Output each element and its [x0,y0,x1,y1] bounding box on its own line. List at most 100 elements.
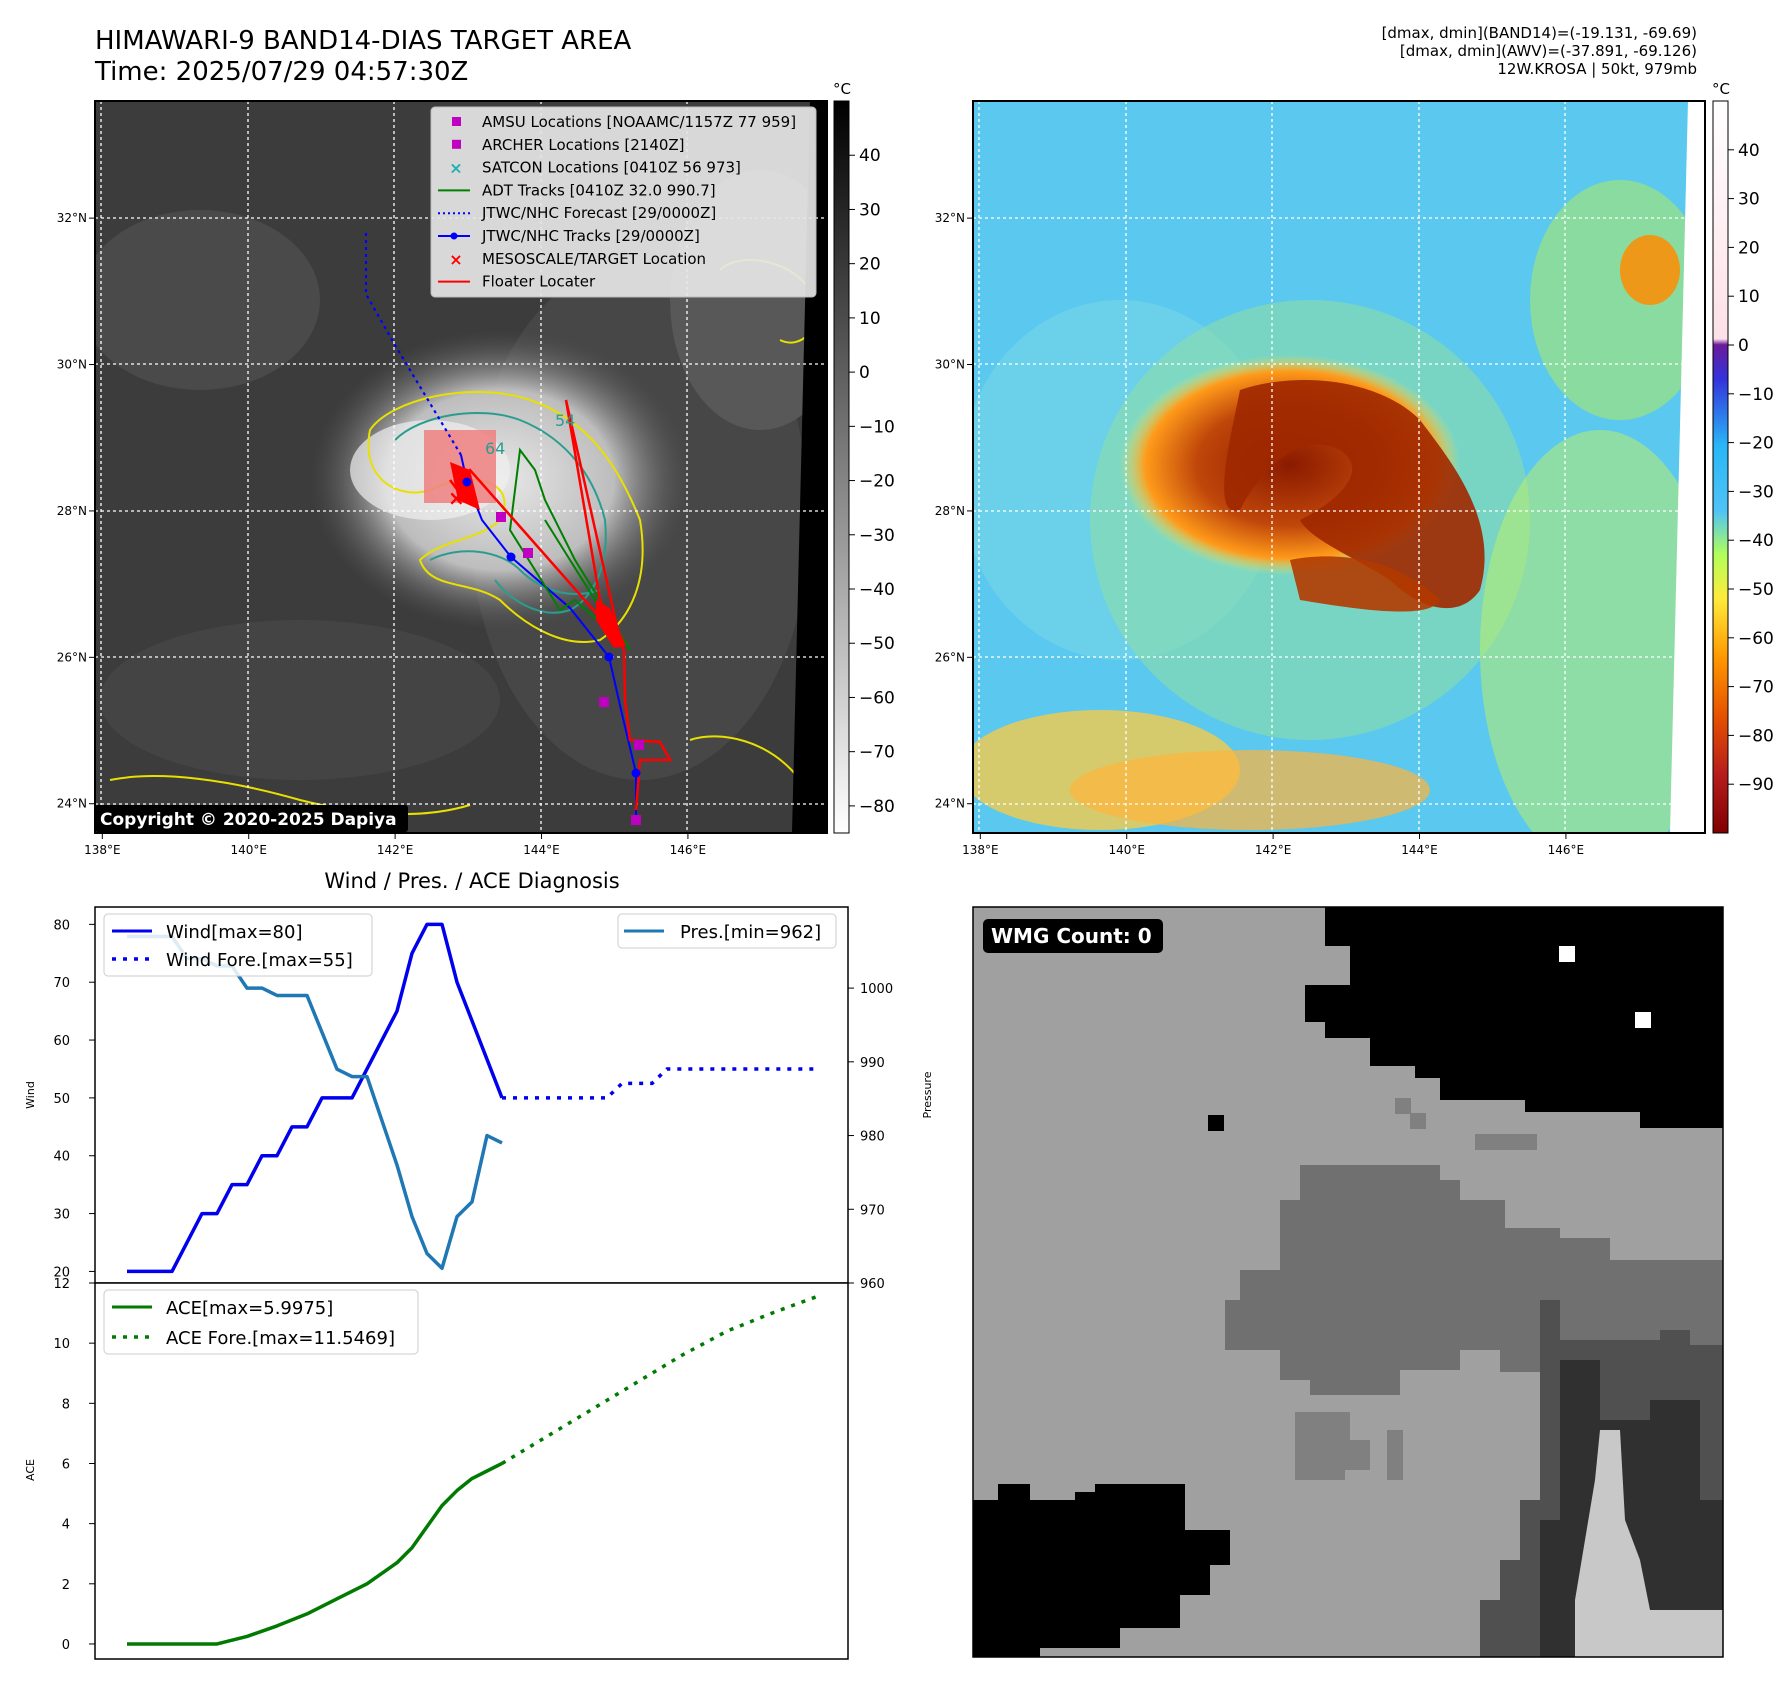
map-ytick-label: 30°N [935,358,965,372]
cbar-tick-label: −20 [859,472,895,492]
legend-label: JTWC/NHC Tracks [29/0000Z] [481,227,700,245]
legend-marker: × [449,250,462,269]
cbar-tick-label: −30 [859,526,895,546]
map-xtick-label: 140°E [1108,843,1145,857]
legend-marker: × [449,159,462,178]
cbar-tick-label: −70 [859,743,895,763]
map-ytick-label: 26°N [935,650,965,664]
ir-map: × 54 64 AMSU Locations [NOAAMC/1157Z 77 … [57,80,895,857]
ir-colorbar-ticks: 40 30 20 10 0 −10 −20 −30 −40 −50 −60 −70 −80 [849,146,895,817]
color-map-frame [972,100,1706,834]
map-ytick-label: 26°N [57,650,87,664]
ace-axis: 0 2 4 6 8 10 12 [53,1277,95,1653]
cbar-tick-label: 0 [1738,336,1749,356]
color-colorbar-ticks: 40 30 20 10 0 −10 −20 −30 −40 −50 −60 −70 −80 −90 [1728,141,1774,795]
color-colorbar [1712,100,1729,834]
info-storm: 12W.KROSA | 50kt, 979mb [1497,60,1697,78]
ace-line-0 [127,1461,503,1646]
legend-wind: Wind[max=80] [166,922,303,943]
legend-pressure: Pres.[min=962] [680,922,821,943]
cbar-tick-label: −80 [1738,726,1774,746]
pressure-tick-label: 980 [860,1130,885,1145]
wind-pressure-chart: 20 30 40 50 60 70 80 960 970 980 990 1000 Wind Pre… [24,906,934,1292]
cbar-tick-label: 40 [859,146,881,166]
map-xtick-label: 146°E [1548,843,1585,857]
wind-tick-label: 30 [53,1208,70,1223]
ace-series [127,1294,818,1646]
cbar-tick-label: 10 [1738,287,1760,307]
map-legend: AMSU Locations [NOAAMC/1157Z 77 959] ARCH… [430,106,817,298]
wind-tick-label: 70 [53,976,70,991]
cbar-tick-label: 40 [1738,141,1760,161]
cbar-tick-label: −90 [1738,775,1774,795]
cbar-tick-label: −80 [859,797,895,817]
map-xtick-label: 142°E [377,843,414,857]
jtwc-track-point [604,652,614,662]
diagnosis-title: Wind / Pres. / ACE Diagnosis [324,869,619,893]
ace-tick-label: 4 [62,1518,70,1533]
info-awv: [dmax, dmin](AWV)=(-37.891, -69.126) [1399,42,1697,60]
cbar-tick-label: −60 [859,688,895,708]
ace-tick-label: 8 [62,1397,70,1412]
cbar-tick-label: −50 [859,634,895,654]
cbar-tick-label: 30 [1738,190,1760,210]
contour-label-64: 64 [485,439,505,458]
wmg-black-bottom [973,1484,1230,1657]
ir-map-frame [94,100,828,834]
wind-tick-label: 60 [53,1034,70,1049]
cbar-tick-label: −10 [1738,385,1774,405]
jtwc-track-point [631,768,641,778]
contour-labels: 54 64 [485,411,575,458]
cbar-tick-label: 10 [859,309,881,329]
cbar-tick-label: −70 [1738,678,1774,698]
wind-tick-label: 40 [53,1150,70,1165]
legend-label: ADT Tracks [0410Z 32.0 990.7] [482,181,716,199]
wind-axis: 20 30 40 50 60 70 80 [53,918,95,1280]
pressure-axis: 960 970 980 990 1000 [848,982,893,1292]
ir-colorbar [833,100,850,834]
legend-marker [452,139,461,149]
copyright-text: Copyright © 2020-2025 Dapiya [100,810,397,830]
jtwc-track-point [462,477,472,487]
pressure-tick-label: 990 [860,1056,885,1071]
map-ytick-label: 28°N [57,504,87,518]
wind-legend: Wind[max=80] Wind Fore.[max=55] [103,913,373,977]
cbar-tick-label: −50 [1738,580,1774,600]
color-colorbar-unit: °C [1712,80,1730,98]
wind-tick-label: 80 [53,918,70,933]
pressure-legend: Pres.[min=962] [617,913,837,949]
target-marker: × [448,486,465,510]
map-ytick-label: 28°N [935,504,965,518]
jtwc-track-point [506,552,516,562]
pressure-tick-label: 970 [860,1203,885,1218]
color-map: 138°E 140°E 142°E 144°E 146°E 32°N 30°N 28°N 26°… [935,80,1774,857]
amsu-markers [496,512,644,825]
series-line-0 [127,922,504,1274]
legend-ace: ACE[max=5.9975] [166,1298,333,1319]
wmg-mid-blob [1295,1412,1370,1480]
adt-track-line [508,447,631,651]
jtwc-forecast-line [364,233,462,456]
ace-axis-label: ACE [24,1459,37,1481]
floater-cluster [596,600,626,648]
cbar-tick-label: −30 [1738,482,1774,502]
pressure-tick-label: 960 [860,1277,885,1292]
cbar-tick-label: 20 [859,255,881,275]
legend-label: JTWC/NHC Forecast [29/0000Z] [481,204,716,222]
ace-tick-label: 6 [62,1457,70,1472]
ace-chart: 0 2 4 6 8 10 12 ACE ACE[max=5.9975] ACE Fore.[… [24,1277,849,1660]
wind-tick-label: 50 [53,1092,70,1107]
ace-tick-label: 2 [62,1578,70,1593]
ace-tick-label: 10 [53,1337,70,1352]
info-band14: [dmax, dmin](BAND14)=(-19.131, -69.69) [1381,24,1697,42]
cbar-tick-label: −20 [1738,434,1774,454]
jtwc-track-points: × [448,477,641,778]
cbar-tick-label: 20 [1738,238,1760,258]
page-title: HIMAWARI-9 BAND14-DIAS TARGET AREA [95,26,632,56]
map-xtick-label: 142°E [1255,843,1292,857]
cbar-tick-label: 0 [859,363,870,383]
legend-wind-fore: Wind Fore.[max=55] [166,950,353,971]
ace-tick-label: 12 [53,1277,70,1292]
wind-axis-label: Wind [24,1081,37,1109]
